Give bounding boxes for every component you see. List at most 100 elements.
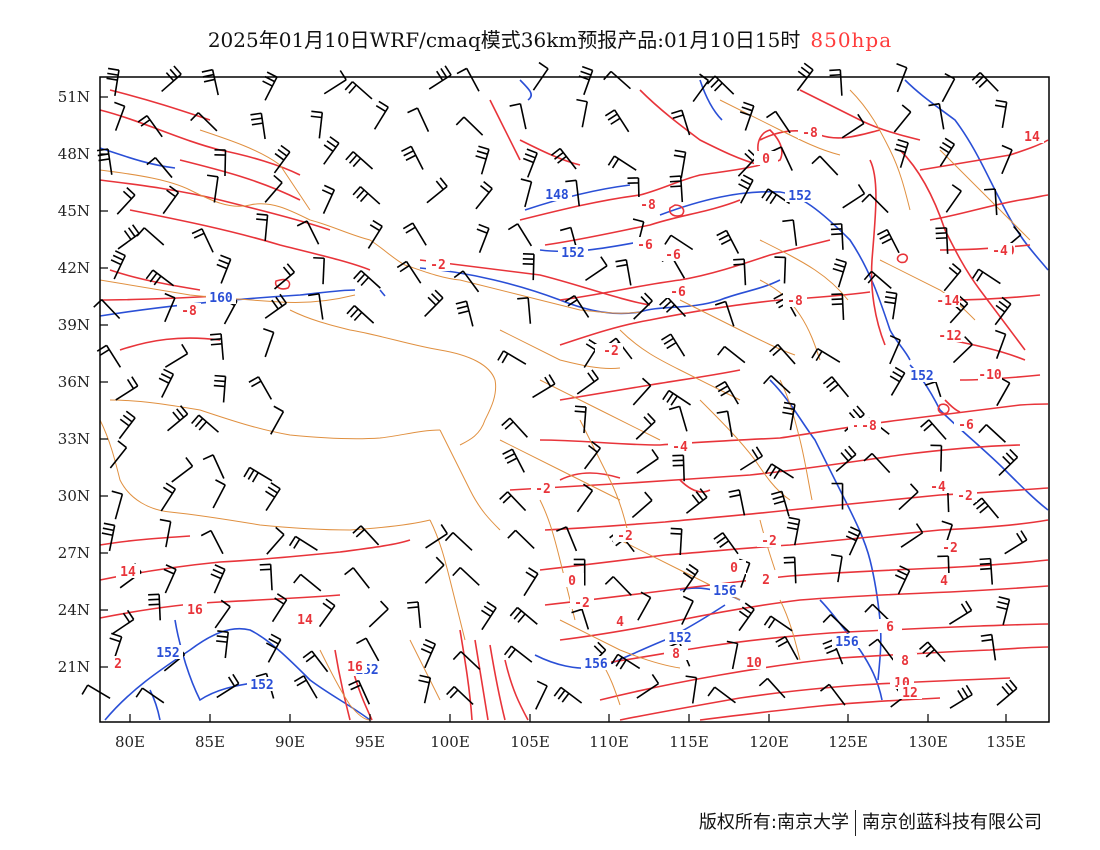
wind-barb: [402, 222, 427, 246]
temperature-label: 16: [347, 660, 363, 675]
wind-barb: [346, 305, 375, 324]
wind-barb: [898, 483, 919, 511]
wind-barb: [920, 419, 947, 440]
temperature-label: -14: [936, 294, 960, 309]
wind-barb: [935, 227, 949, 254]
longitude-axis: 80E 85E 90E 95E 100E 105E 110E 115E 120E 125E 130E…: [115, 714, 1026, 751]
wind-barb: [1004, 530, 1028, 555]
wind-barb: [522, 253, 535, 281]
wind-barb: [446, 685, 474, 706]
contour-label-bg: [978, 367, 1002, 381]
wind-barb: [216, 673, 240, 699]
wind-barb: [672, 454, 685, 482]
wind-barb: [146, 156, 173, 179]
wind-barb: [250, 112, 266, 140]
geopotential-label: 152: [668, 631, 691, 646]
wind-barb: [615, 258, 632, 286]
wind-barb: [574, 405, 587, 434]
lat-label: 21N: [58, 658, 90, 676]
geopotential-label: 152: [788, 189, 811, 204]
pressure-level: 850hpa: [810, 28, 893, 52]
wind-barb: [475, 181, 493, 210]
lat-label: 36N: [58, 373, 90, 391]
chart-title: 2025年01月10日WRF/cmaq模式36km预报产品:01月10日15时 8…: [0, 24, 1100, 53]
wind-barb: [738, 602, 755, 632]
wind-barb: [611, 653, 641, 670]
lat-label: 48N: [58, 145, 90, 163]
wind-barb: [664, 234, 694, 251]
wind-barb: [673, 149, 687, 179]
wind-barb: [995, 329, 1007, 359]
wind-barb: [321, 184, 336, 214]
wind-barb: [136, 227, 165, 246]
temperature-label: -2: [617, 529, 633, 544]
wind-barb: [774, 256, 787, 284]
wind-barb: [507, 223, 533, 247]
contour-label-bg: [722, 560, 746, 574]
wind-barb: [532, 374, 556, 399]
wind-barb: [576, 98, 589, 128]
wind-barb: [158, 368, 175, 398]
wind-barb: [191, 228, 214, 253]
wind-barb: [263, 328, 275, 358]
wind-barb: [114, 101, 126, 131]
wind-barb: [832, 258, 848, 288]
wind-barb: [637, 591, 652, 621]
wind-barb: [273, 263, 296, 290]
wind-barb: [344, 81, 373, 100]
title-main: 2025年01月10日WRF/cmaq模式36km预报产品:01月10日15时: [207, 28, 801, 52]
geopotential-label: 156: [584, 657, 608, 672]
wind-barb: [110, 250, 126, 280]
temperature-label: 4: [940, 574, 948, 589]
lon-label: 110E: [589, 733, 629, 751]
wind-barb: [356, 637, 380, 662]
temperature-label: -6: [670, 285, 686, 300]
geopotential-label: 160: [209, 291, 233, 306]
wind-barb: [167, 405, 189, 432]
wind-barb: [943, 263, 962, 292]
contour-label-bg: [665, 630, 695, 644]
wind-barb: [868, 638, 894, 661]
contour-label-bg: [878, 619, 902, 633]
wind-barb: [971, 71, 999, 92]
wind-barb: [603, 70, 631, 90]
wind-barb: [148, 593, 161, 621]
wind-barb: [191, 414, 220, 433]
wind-barb: [831, 482, 844, 510]
contour-label-bg: [599, 343, 623, 357]
wind-barb: [164, 343, 189, 368]
temperature-label: -2: [761, 534, 777, 549]
temperature-label: -8: [787, 294, 803, 309]
wind-barb: [200, 529, 224, 555]
wind-barb: [811, 155, 839, 176]
wind-barb: [456, 67, 480, 92]
wind-barb: [81, 684, 111, 700]
lon-label: 120E: [749, 733, 789, 751]
contour-label-bg: [636, 197, 660, 211]
wind-barb: [783, 556, 797, 584]
wind-barb: [863, 452, 891, 474]
wind-barb: [353, 270, 381, 289]
wind-barb: [145, 269, 175, 287]
temperature-label: -2: [603, 344, 619, 359]
wind-barb: [323, 136, 340, 165]
contour-label-bg: [710, 583, 740, 597]
wind-barb: [829, 68, 843, 96]
geopotential-label: 156: [713, 584, 737, 599]
wind-barb: [212, 479, 226, 509]
wind-barb: [550, 147, 577, 170]
wind-barb: [945, 184, 962, 213]
wind-barb: [265, 633, 282, 663]
temperature-label: 8: [672, 647, 680, 662]
wind-barb: [273, 144, 291, 174]
wind-barb: [713, 532, 739, 555]
lon-label: 85E: [195, 733, 225, 751]
wind-barb: [765, 463, 794, 480]
wind-barb: [523, 567, 539, 597]
wind-barb: [115, 376, 139, 401]
wind-barb: [766, 110, 791, 134]
wind-barb: [830, 223, 844, 250]
wind-barb: [842, 183, 866, 209]
temperature-label: 0: [762, 152, 770, 167]
